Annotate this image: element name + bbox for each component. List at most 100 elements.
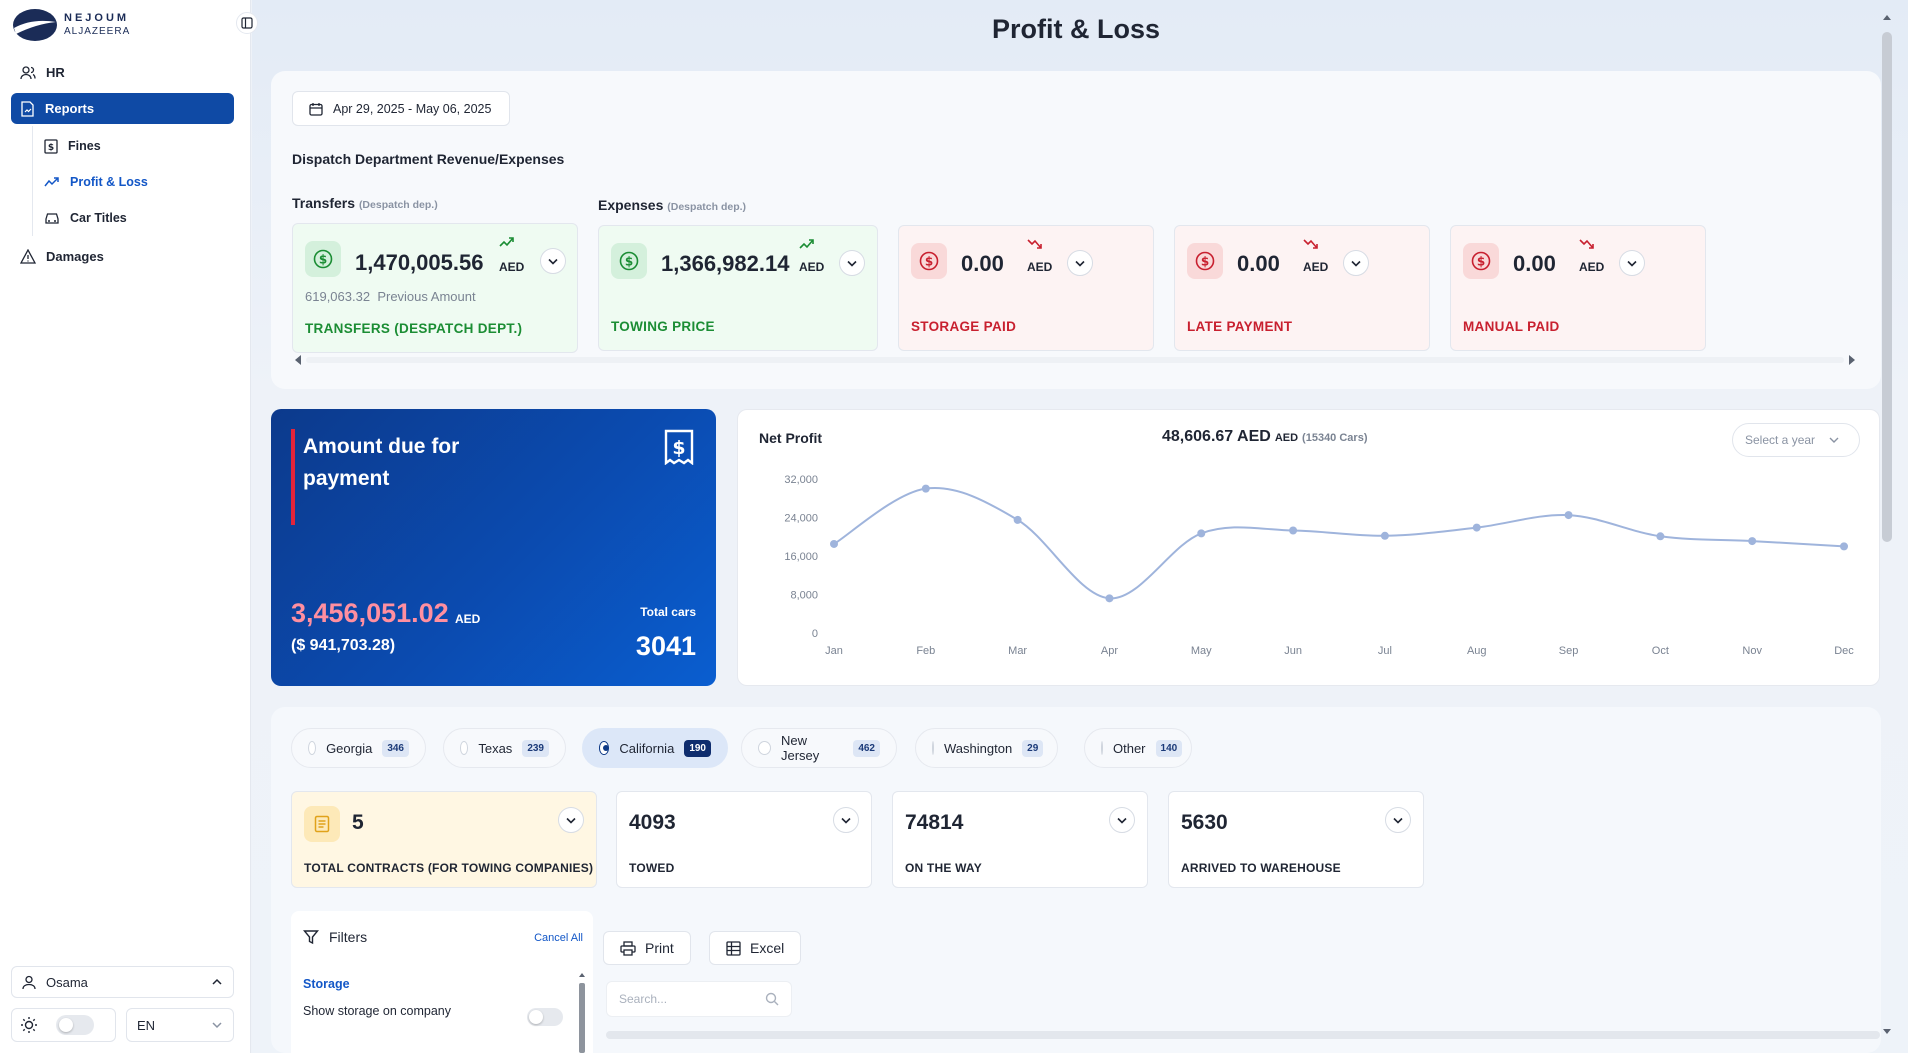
state-name: Texas (478, 740, 513, 756)
sidebar-item-reports[interactable]: Reports (11, 93, 234, 124)
card-dropdown-button[interactable] (1067, 250, 1093, 276)
state-chip-washington[interactable]: Washington 29 (915, 728, 1058, 768)
state-chip-other[interactable]: Other 140 (1084, 728, 1192, 768)
group-label: Expenses (598, 197, 664, 213)
sidebar-item-profit-loss[interactable]: Profit & Loss (44, 169, 148, 195)
kpi-label: TOTAL CONTRACTS (FOR TOWING COMPANIES) (304, 861, 594, 875)
radio-button[interactable] (599, 741, 610, 755)
y-tick-label: 32,000 (784, 474, 818, 486)
data-point[interactable] (1472, 523, 1481, 532)
scroll-down-icon[interactable] (1882, 1028, 1892, 1035)
accent-bar (291, 429, 295, 525)
data-point[interactable] (921, 484, 930, 493)
amount-due-card: Amount due for payment $ 3,456,051.02 AE… (271, 409, 716, 686)
logo[interactable]: NEJOUM ALJAZEERA (12, 8, 130, 42)
page-scrollbar[interactable] (1880, 0, 1908, 1053)
filters-header: Filters (303, 929, 367, 945)
trend-up-icon (799, 239, 814, 249)
cancel-all-link[interactable]: Cancel All (534, 932, 583, 944)
kpi-dropdown-button[interactable] (1109, 807, 1135, 833)
x-tick-label: Jun (1284, 645, 1302, 657)
scroll-thumb[interactable] (1882, 32, 1892, 542)
transfers-group-title: Transfers (Despatch dep.) (292, 195, 438, 211)
x-tick-label: Feb (916, 645, 935, 657)
invoice-dollar-icon: $ (664, 429, 694, 465)
date-range-picker[interactable]: Apr 29, 2025 - May 06, 2025 (292, 91, 510, 126)
scroll-up-icon[interactable] (1882, 14, 1892, 21)
kpi-on-the-way: 74814 ON THE WAY (892, 791, 1148, 888)
print-label: Print (645, 940, 674, 956)
data-point[interactable] (1748, 537, 1757, 546)
radio-button[interactable] (932, 741, 934, 755)
card-currency: AED (1579, 260, 1605, 274)
kpi-total-contracts: 5 TOTAL CONTRACTS (FOR TOWING COMPANIES) (291, 791, 597, 888)
chevron-down-icon (847, 260, 857, 267)
scroll-track[interactable] (306, 357, 1844, 363)
data-point[interactable] (830, 539, 838, 548)
sidebar-item-damages[interactable]: Damages (11, 241, 234, 272)
chevron-down-icon (1075, 260, 1085, 267)
y-tick-label: 0 (812, 628, 818, 640)
card-dropdown-button[interactable] (1343, 250, 1369, 276)
card-dropdown-button[interactable] (1619, 250, 1645, 276)
x-tick-label: Aug (1467, 645, 1487, 657)
data-point[interactable] (1013, 515, 1022, 524)
state-chip-california[interactable]: California 190 (582, 728, 728, 768)
filters-scrollbar[interactable] (578, 971, 586, 1053)
group-note: (Despatch dep.) (667, 201, 747, 213)
card-value: 0.00 (1513, 251, 1556, 276)
radio-button[interactable] (758, 741, 771, 755)
data-point[interactable] (1380, 531, 1389, 540)
sidebar-item-car-titles[interactable]: Car Titles (44, 205, 127, 231)
x-tick-label: Nov (1742, 645, 1762, 657)
group-label: Transfers (292, 195, 356, 211)
sidebar-item-label: Damages (46, 249, 104, 264)
excel-button[interactable]: Excel (709, 931, 802, 965)
trend-down-icon (1027, 239, 1042, 249)
data-point[interactable] (1289, 526, 1298, 535)
data-point[interactable] (1656, 532, 1665, 541)
radio-button[interactable] (460, 741, 469, 755)
scroll-right-icon[interactable] (1848, 355, 1856, 365)
state-name: Washington (944, 740, 1013, 756)
sidebar-toggle-icon (241, 17, 253, 29)
data-point[interactable] (1840, 542, 1848, 551)
theme-switch[interactable] (11, 1008, 116, 1042)
card-dropdown-button[interactable] (839, 250, 865, 276)
year-select[interactable]: Select a year (1732, 423, 1860, 457)
data-point[interactable] (1564, 511, 1573, 520)
state-name: Georgia (326, 740, 373, 756)
scroll-left-icon[interactable] (294, 355, 302, 365)
state-chip-texas[interactable]: Texas 239 (443, 728, 566, 768)
dollar-circle-icon: $ (305, 241, 341, 277)
radio-button[interactable] (308, 741, 317, 755)
net-profit-chart: 0 8,000 16,000 24,000 32,000 Jan Feb Mar Apr May J… (784, 474, 1854, 657)
trend-down-icon (1579, 239, 1594, 249)
radio-button[interactable] (1101, 741, 1103, 755)
kpi-dropdown-button[interactable] (558, 807, 584, 833)
table-scrollbar[interactable] (606, 1031, 1880, 1039)
kpi-dropdown-button[interactable] (1385, 807, 1411, 833)
cards-scrollbar[interactable] (292, 354, 1858, 366)
show-storage-toggle[interactable] (527, 1008, 563, 1026)
card-value: 0.00 (1237, 251, 1280, 276)
search-input[interactable]: Search... (606, 981, 792, 1017)
sidebar-item-label: HR (46, 65, 65, 80)
sidebar-item-fines[interactable]: $ Fines (44, 133, 101, 159)
data-point[interactable] (1105, 594, 1114, 603)
sidebar-collapse-button[interactable] (236, 12, 258, 34)
print-button[interactable]: Print (603, 931, 691, 965)
language-select[interactable]: EN (126, 1008, 234, 1042)
state-chip-new-jersey[interactable]: New Jersey 462 (741, 728, 897, 768)
storage-section-title: Storage (303, 977, 350, 991)
user-menu[interactable]: Osama (11, 966, 234, 998)
due-amount: 3,456,051.02 (291, 598, 449, 628)
svg-text:$: $ (1477, 255, 1485, 269)
data-point[interactable] (1197, 529, 1206, 538)
theme-toggle[interactable] (56, 1015, 94, 1035)
sidebar-item-hr[interactable]: HR (11, 57, 234, 88)
warning-icon (20, 249, 36, 264)
kpi-dropdown-button[interactable] (833, 807, 859, 833)
state-chip-georgia[interactable]: Georgia 346 (291, 728, 426, 768)
card-dropdown-button[interactable] (540, 248, 566, 274)
